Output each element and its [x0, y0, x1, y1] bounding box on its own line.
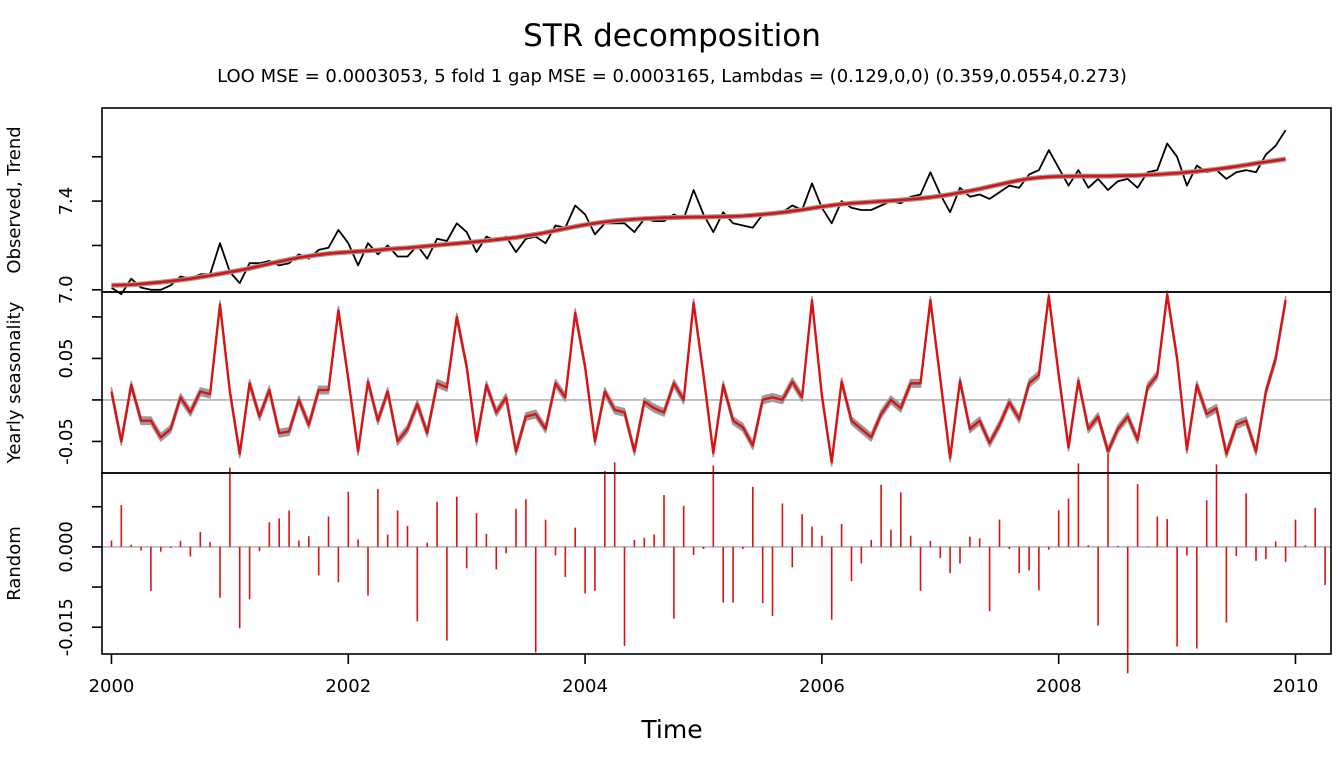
x-axis-label: Time — [640, 715, 702, 744]
chart-subtitle: LOO MSE = 0.0003053, 5 fold 1 gap MSE = … — [217, 66, 1127, 87]
panels-group: 7.0 7.4 Observed, Trend -0.05 0.05 Yearly sea… — [4, 107, 1332, 674]
panel-frame — [101, 472, 1332, 655]
series-1-2 — [111, 156, 1286, 288]
panel-2: -0.05 0.05 Yearly seasonality — [4, 290, 1332, 474]
panel-frame — [101, 291, 1332, 474]
y-tick-label: 7.0 — [56, 275, 77, 304]
x-tick-label: 2004 — [562, 676, 608, 697]
series-2-1 — [110, 290, 1287, 467]
y-axis-label: Yearly seasonality — [4, 301, 25, 464]
trend-band — [111, 156, 1286, 288]
x-tick-label: 2008 — [1036, 676, 1082, 697]
series-1-1 — [110, 129, 1287, 296]
series-3-1 — [110, 454, 1326, 674]
seasonality-line — [110, 293, 1287, 464]
seasonality-band — [110, 290, 1287, 467]
y-tick-label: 0.05 — [56, 338, 77, 378]
chart-title: STR decomposition — [523, 18, 821, 54]
x-tick-label: 2010 — [1273, 676, 1319, 697]
y-axis-label: Observed, Trend — [4, 126, 25, 273]
y-tick-label: -0.015 — [56, 598, 77, 656]
y-tick-label: 0.000 — [56, 521, 77, 573]
x-axis: 2000 2002 2004 2006 2008 2010 — [89, 654, 1319, 697]
panel-3: -0.015 0.000 Random — [4, 454, 1332, 674]
y-tick-label: -0.05 — [56, 418, 77, 465]
y-axis-label: Random — [4, 526, 25, 601]
observed-line — [110, 129, 1287, 296]
panel-1: 7.0 7.4 Observed, Trend — [4, 107, 1332, 304]
x-tick-label: 2002 — [325, 676, 371, 697]
trend-line — [111, 157, 1286, 287]
y-tick-label: 7.4 — [56, 187, 77, 216]
x-tick-label: 2006 — [799, 676, 845, 697]
x-tick-label: 2000 — [89, 676, 135, 697]
